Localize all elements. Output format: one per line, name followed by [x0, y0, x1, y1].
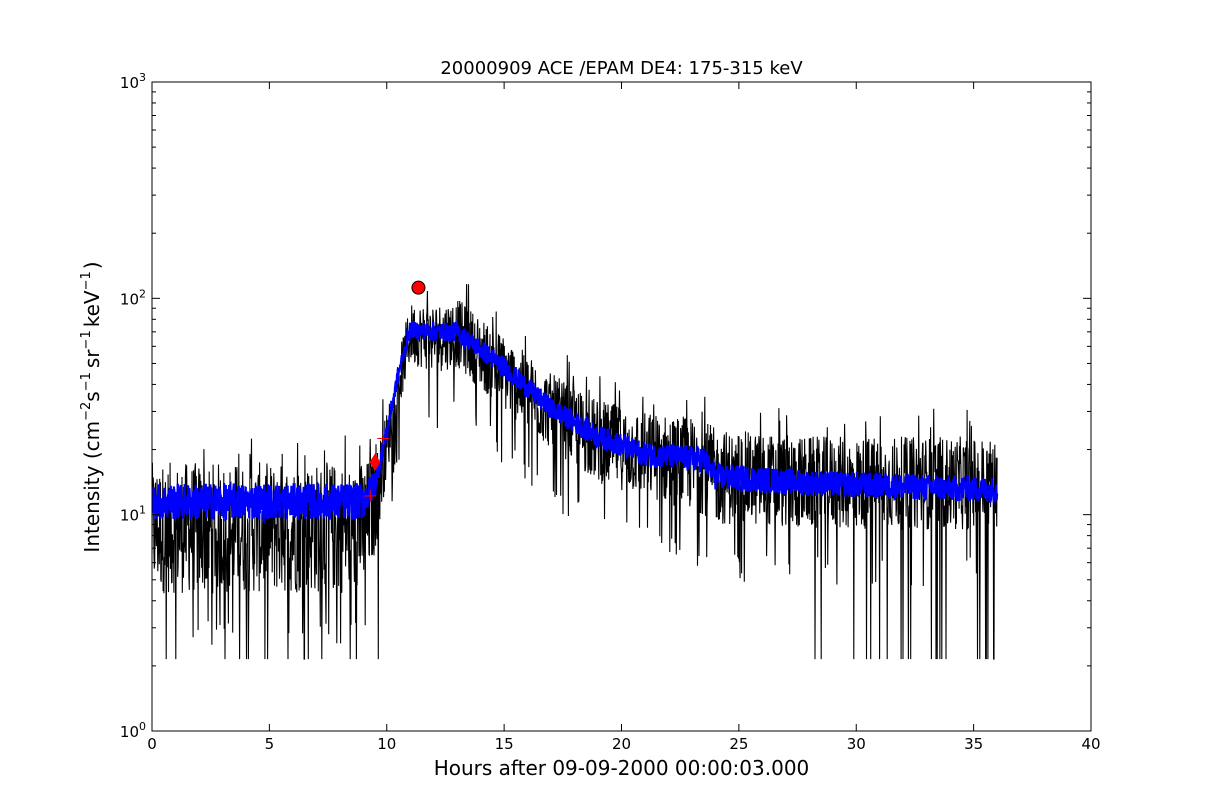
x-tick-label: 25	[729, 735, 748, 753]
x-tick-label: 10	[377, 735, 396, 753]
y-tick-label: 103	[120, 71, 146, 92]
peak-marker	[411, 280, 426, 295]
x-tick-label: 5	[265, 735, 275, 753]
x-tick-label: 20	[612, 735, 631, 753]
raw-intensity-line	[152, 283, 998, 660]
y-axis-label: Intensity (cm−2s−1sr−1keV−1)	[79, 261, 104, 552]
y-tick-label: 102	[120, 287, 146, 308]
range-marker	[377, 432, 390, 445]
x-tick-label: 40	[1081, 735, 1100, 753]
chart-title: 20000909 ACE /EPAM DE4: 175-315 keV	[440, 58, 803, 79]
x-axis-label: Hours after 09-09-2000 00:00:03.000	[434, 756, 810, 780]
smoothed-intensity-line	[152, 319, 999, 524]
y-tick-label: 100	[120, 720, 146, 741]
onset-marker	[369, 453, 381, 471]
x-tick-label: 15	[495, 735, 514, 753]
y-tick-label: 101	[120, 504, 146, 525]
range-marker	[364, 489, 377, 502]
axis-ticks: 0 5 10 15 20 25 30 35 40 100 101 102 103	[120, 71, 1101, 753]
x-tick-label: 30	[847, 735, 866, 753]
x-tick-label: 35	[964, 735, 983, 753]
x-tick-label: 0	[147, 735, 157, 753]
